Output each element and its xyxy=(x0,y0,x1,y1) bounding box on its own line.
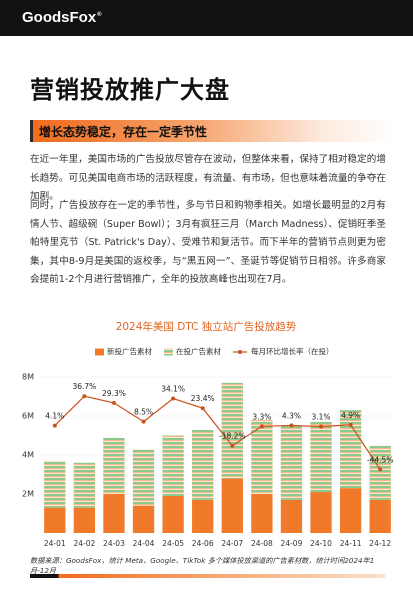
legend-swatch xyxy=(164,348,173,356)
data-label: 8.5% xyxy=(134,408,153,417)
bar-segment xyxy=(221,382,243,479)
x-tick-label: 24-01 xyxy=(44,539,66,548)
x-tick-label: 24-05 xyxy=(162,539,184,548)
x-tick-label: 24-08 xyxy=(251,539,273,548)
x-tick-label: 24-11 xyxy=(340,539,362,548)
y-tick-label: 8M xyxy=(22,373,34,382)
bar-segment xyxy=(192,429,214,500)
line-point xyxy=(289,423,294,428)
bar-segment xyxy=(132,449,155,506)
bar-segment xyxy=(103,437,125,494)
source-note: 数据来源：GoodsFox，统计 Meta、Google、TikTok 多个媒体… xyxy=(30,556,375,575)
bar-segment xyxy=(73,462,96,508)
y-tick-label: 6M xyxy=(22,412,34,421)
bar-segment xyxy=(310,492,332,533)
data-label: 29.3% xyxy=(102,389,126,398)
x-tick-label: 24-02 xyxy=(73,539,95,548)
bar-segment xyxy=(310,421,332,493)
y-tick-label: 2M xyxy=(22,490,34,499)
bar-segment xyxy=(73,507,96,533)
paragraph: 在近一年里，美国市场的广告投放尽管存在波动，但整体来看，保持了相对稳定的增长趋势… xyxy=(30,154,386,202)
data-label: 3.3% xyxy=(252,412,271,421)
line-point xyxy=(259,424,264,429)
data-label: 4.9% xyxy=(341,411,360,420)
line-point xyxy=(348,422,353,427)
logo-mark: ® xyxy=(97,12,102,18)
x-tick-label: 24-09 xyxy=(281,539,303,548)
x-tick-label: 24-04 xyxy=(133,539,155,548)
data-label: -44.5% xyxy=(367,455,394,464)
line-point xyxy=(200,406,205,411)
x-tick-label: 24-03 xyxy=(103,539,125,548)
data-label: -18.2% xyxy=(219,432,246,441)
legend-label: 新投广告素材 xyxy=(107,346,152,356)
top-bar: GoodsFox® xyxy=(0,0,413,36)
bar-segment xyxy=(251,419,273,494)
data-label: 34.1% xyxy=(161,385,185,394)
page-title: 营销投放推广大盘 xyxy=(30,76,230,104)
y-tick-label: 4M xyxy=(22,451,34,460)
bar-segment xyxy=(162,435,184,496)
line-point xyxy=(171,396,176,401)
data-label: 36.7% xyxy=(72,382,96,391)
bar-segment xyxy=(251,494,273,533)
bar-segment xyxy=(369,445,391,500)
line-point xyxy=(52,423,57,428)
line-point xyxy=(378,467,383,472)
bar-segment xyxy=(339,410,362,489)
bar-segment xyxy=(280,425,303,500)
paragraph: 同时，广告投放存在一定的季节性，多与节日和购物季相关。如增长最明显的2月有情人节… xyxy=(30,200,386,285)
bar-segment xyxy=(44,460,66,508)
bar-segment xyxy=(369,499,391,533)
data-label: 3.1% xyxy=(312,413,331,422)
line-point xyxy=(111,400,116,405)
line-series xyxy=(54,395,381,470)
x-tick-label: 24-07 xyxy=(221,539,243,548)
bar-segment xyxy=(132,505,155,533)
bar-segment xyxy=(44,507,66,533)
section-heading-text: 增长态势稳定，存在一定季节性 xyxy=(39,125,208,139)
line-point xyxy=(230,443,235,448)
data-label: 23.4% xyxy=(191,394,215,403)
bar-segment xyxy=(162,495,184,533)
chart: 2024年美国 DTC 独立站广告投放趋势 2M 4M 6M 8M 新投广告素材 在投广告… xyxy=(22,320,395,548)
data-label: 4.3% xyxy=(282,411,301,420)
logo-text: GoodsFox xyxy=(22,9,97,26)
bar-segment xyxy=(339,488,362,533)
chart-title: 2024年美国 DTC 独立站广告投放趋势 xyxy=(116,320,297,333)
bar-segment xyxy=(221,478,243,533)
section-heading: 增长态势稳定，存在一定季节性 xyxy=(30,120,393,142)
line-point xyxy=(82,394,87,399)
line-point xyxy=(141,419,146,424)
x-tick-label: 24-10 xyxy=(310,539,332,548)
bar-segment xyxy=(192,499,214,533)
bar-segment xyxy=(103,494,125,533)
logo: GoodsFox® xyxy=(22,9,102,26)
footer-bar xyxy=(30,574,385,578)
legend-label: 每月环比增长率（在投） xyxy=(251,346,334,356)
legend-swatch xyxy=(238,350,242,354)
bar-segment xyxy=(280,499,303,533)
line-point xyxy=(319,424,324,429)
data-label: 4.1% xyxy=(45,412,64,421)
legend-swatch xyxy=(95,348,104,356)
legend-label: 在投广告素材 xyxy=(176,346,221,356)
x-tick-label: 24-06 xyxy=(192,539,214,548)
x-tick-label: 24-12 xyxy=(369,539,391,548)
